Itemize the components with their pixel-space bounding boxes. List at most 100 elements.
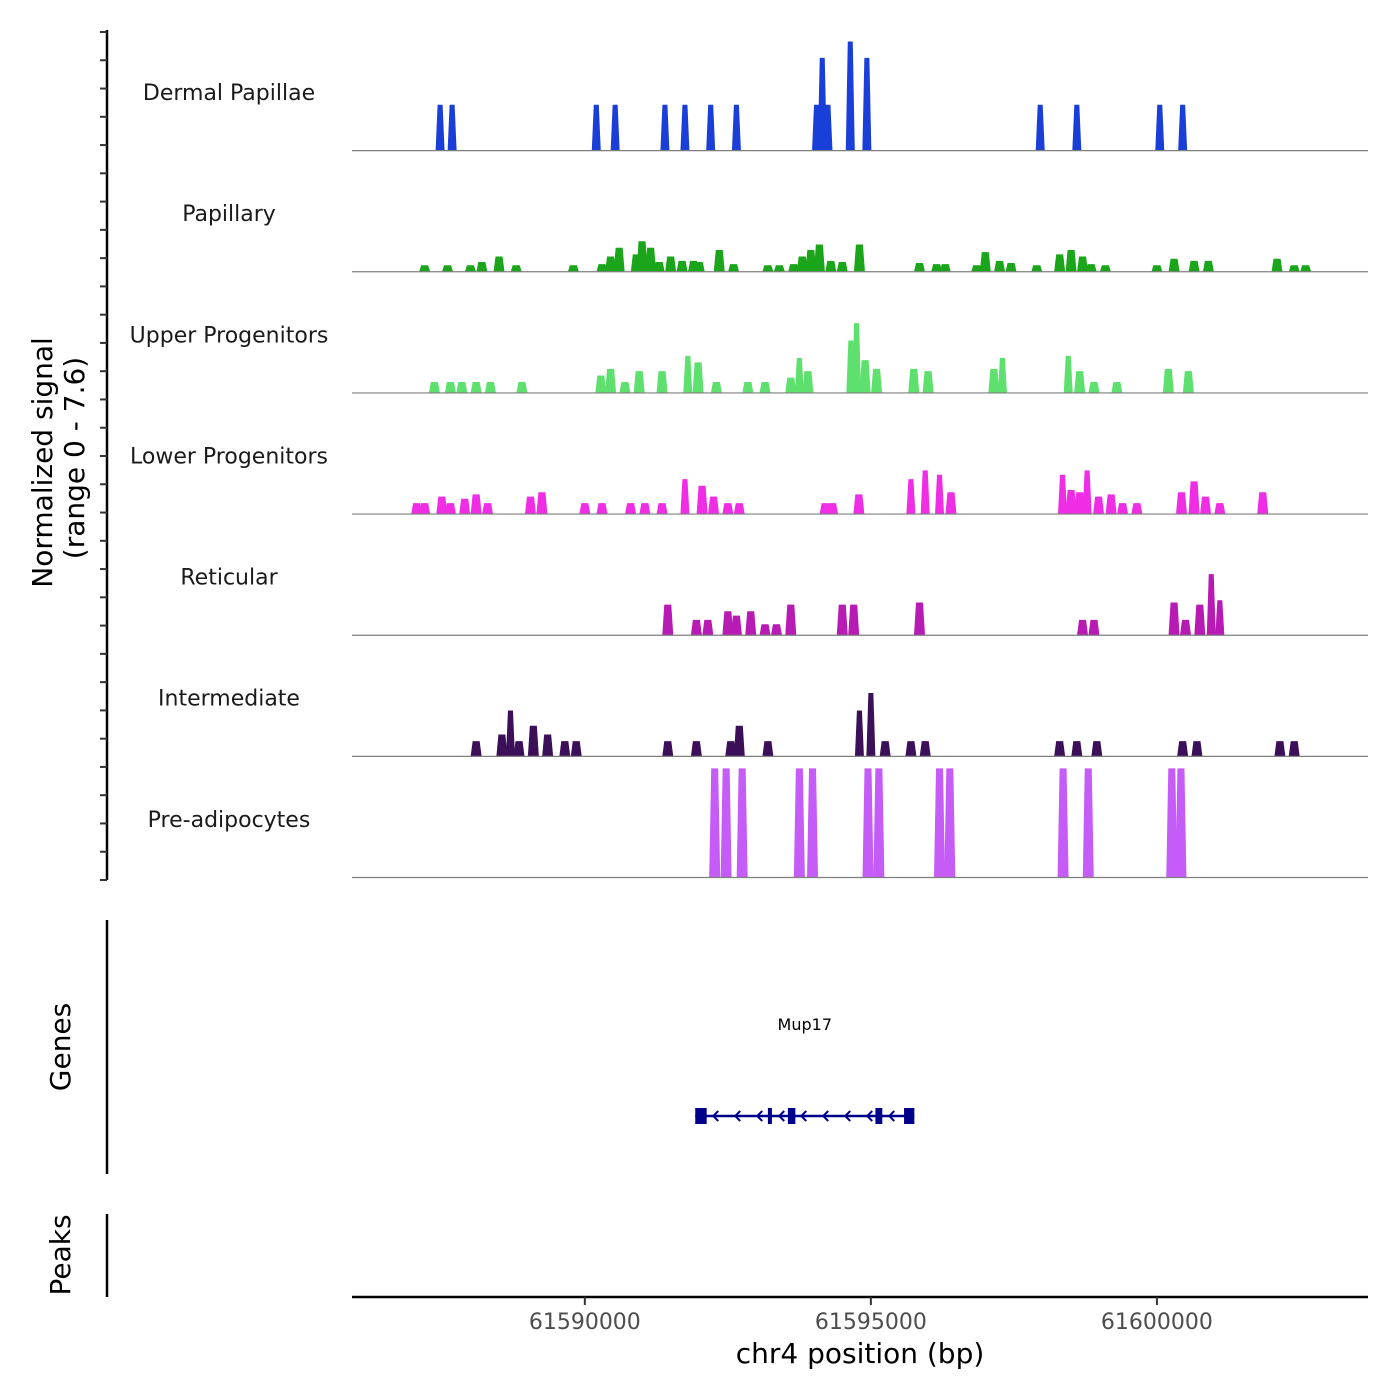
signal-peak (853, 244, 865, 272)
signal-peak (736, 768, 748, 878)
signal-peak (484, 382, 496, 393)
signal-peak (1151, 265, 1163, 272)
signal-peak (1031, 265, 1043, 272)
y-axis-title-line-2: (range 0 - 7.6) (58, 357, 91, 559)
signal-peak (773, 265, 785, 272)
signal-peak (605, 368, 617, 393)
signal-peak (1166, 768, 1178, 878)
signal-peak (419, 503, 431, 515)
signal-peak (1058, 474, 1068, 515)
signal-peak (710, 382, 722, 393)
signal-peak (1077, 256, 1089, 272)
signal-peak (1057, 768, 1069, 878)
strand-arrow-icon (755, 1110, 763, 1122)
track-lower-progenitors: Lower Progenitors (130, 444, 1368, 515)
signal-peak (920, 470, 930, 515)
signal-peak (1065, 490, 1077, 515)
signal-peak (1206, 574, 1216, 636)
track-pre-adipocytes: Pre-adipocytes (148, 768, 1368, 879)
signal-peak (505, 710, 515, 757)
signal-peak (442, 265, 454, 272)
track-label: Papillary (182, 202, 276, 227)
signal-peak (470, 382, 482, 393)
signal-peak (1063, 355, 1073, 393)
signal-peak (493, 256, 505, 272)
signal-peak (676, 260, 688, 272)
x-axis-title: chr4 position (bp) (736, 1337, 985, 1370)
signal-peak (770, 624, 782, 636)
signal-peak (542, 734, 554, 757)
signal-peak (1054, 254, 1066, 272)
signal-peak (1188, 481, 1200, 515)
signal-peak (1274, 741, 1286, 757)
signal-peak (802, 371, 814, 393)
genes-panel-label: Genes (44, 1003, 77, 1091)
signal-peak (1085, 264, 1097, 272)
signal-peak (745, 611, 757, 636)
signal-peak (997, 358, 1007, 393)
signal-peak (793, 768, 805, 878)
signal-peak (636, 241, 648, 272)
signal-peak (796, 256, 808, 272)
signal-peak (913, 602, 925, 636)
signal-peak (513, 741, 525, 757)
x-axis-ticks: 61590000 61595000 61600000 (529, 1297, 1213, 1335)
signal-peak (625, 503, 637, 515)
signal-peak (1155, 104, 1165, 151)
signal-peak (1074, 371, 1086, 393)
signal-peak (656, 503, 668, 515)
signal-peak (988, 368, 1000, 393)
signal-peak (419, 265, 431, 272)
strand-arrow-icon (843, 1110, 851, 1122)
signal-peak (931, 264, 943, 272)
signal-peak (456, 382, 468, 393)
peaks-panel-label: Peaks (44, 1214, 77, 1295)
signal-peak (596, 503, 608, 515)
signal-peak (759, 382, 771, 393)
signal-peak (459, 498, 471, 515)
signal-peak (934, 768, 946, 878)
signal-peak (510, 265, 522, 272)
signal-peak (1111, 382, 1123, 393)
signal-peak (1117, 503, 1129, 515)
signal-peak (836, 604, 848, 636)
y-axis-title-line-1: Normalized signal (26, 337, 59, 588)
signal-peak (1099, 265, 1111, 272)
signal-peak (1088, 382, 1100, 393)
signal-peak (605, 256, 617, 272)
signal-peak (905, 741, 917, 757)
signal-peak (1175, 768, 1187, 878)
signal-peak (559, 741, 571, 757)
strand-arrow-icon (887, 1110, 895, 1122)
signal-peak (1202, 260, 1214, 272)
signal-peak (853, 494, 865, 515)
signal-peak (733, 725, 745, 757)
signal-peak (1072, 104, 1082, 151)
signal-peak (411, 503, 423, 515)
signal-peak (935, 474, 945, 515)
signal-peak (827, 503, 839, 515)
signal-peak (922, 371, 934, 393)
signal-peak (823, 104, 833, 151)
signal-peak (866, 693, 876, 757)
signal-peak (444, 382, 456, 393)
track-intermediate: Intermediate (158, 687, 1368, 757)
gene-exon (875, 1108, 883, 1124)
signal-peak (690, 619, 702, 636)
genes-panel: Mup17 (695, 1015, 915, 1124)
signal-peak (496, 734, 508, 757)
signal-peak (476, 261, 488, 272)
signal-peak (1071, 741, 1083, 757)
gene-label: Mup17 (778, 1015, 832, 1034)
signal-peak (1082, 470, 1092, 515)
signal-peak (1215, 600, 1225, 636)
signal-peak (1065, 249, 1077, 272)
signal-peak (1168, 258, 1180, 272)
signal-peak (836, 261, 848, 272)
strand-arrow-icon (777, 1110, 785, 1122)
signal-peak (1188, 260, 1200, 272)
signal-peak (785, 377, 797, 393)
track-label: Upper Progenitors (130, 323, 329, 348)
signal-peak (825, 260, 837, 272)
